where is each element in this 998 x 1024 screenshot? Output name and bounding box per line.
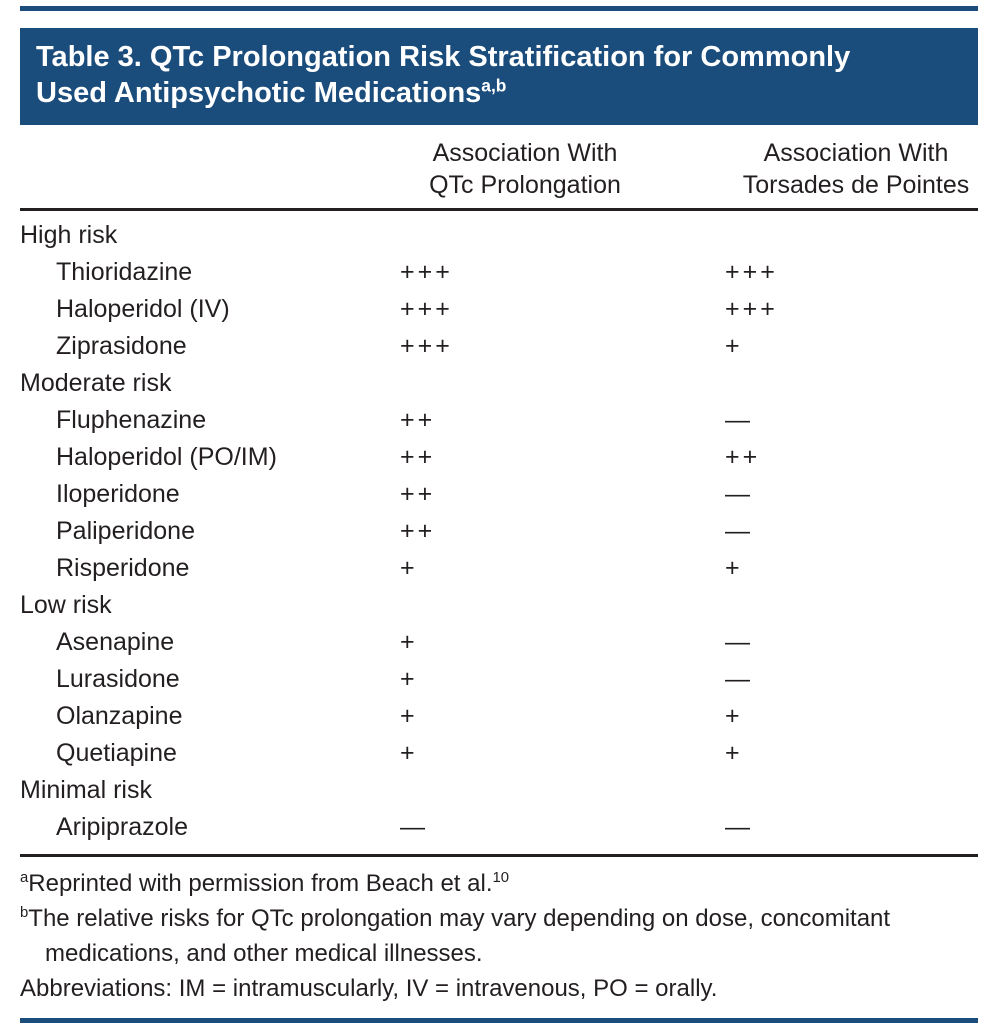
drug-name: Olanzapine <box>56 701 183 730</box>
tdp-rating: + <box>725 331 743 360</box>
footnote-a: aReprinted with permission from Beach et… <box>20 866 978 901</box>
tdp-rating: — <box>725 664 753 693</box>
qtc-rating: ++ <box>400 479 436 508</box>
table-body: High risk Thioridazine +++ +++ Haloperid… <box>20 211 978 854</box>
drug-row: Haloperidol (PO/IM) ++ ++ <box>20 439 978 476</box>
tdp-rating: + <box>725 738 743 767</box>
drug-row: Olanzapine + + <box>20 698 978 735</box>
top-accent-rule <box>20 6 978 11</box>
risk-group-row-high: High risk <box>20 217 978 254</box>
table-title-bar: Table 3. QTc Prolongation Risk Stratific… <box>20 28 978 125</box>
risk-group-row-moderate: Moderate risk <box>20 365 978 402</box>
drug-row: Thioridazine +++ +++ <box>20 254 978 291</box>
risk-group-label: Low risk <box>20 590 112 619</box>
drug-row: Lurasidone + — <box>20 661 978 698</box>
risk-group-row-minimal: Minimal risk <box>20 772 978 809</box>
drug-row: Paliperidone ++ — <box>20 513 978 550</box>
bottom-accent-rule <box>20 1017 978 1023</box>
tdp-rating: — <box>725 812 753 841</box>
qtc-rating: — <box>400 812 428 841</box>
footnote-b-text: The relative risks for QTc prolongation … <box>28 904 891 967</box>
footnote-a-reference: 10 <box>492 869 510 886</box>
drug-row: Aripiprazole — — <box>20 809 978 846</box>
tdp-rating: — <box>725 405 753 434</box>
drug-name: Iloperidone <box>56 479 180 508</box>
column-header-torsades-line2: Torsades de Pointes <box>742 171 970 199</box>
column-header-qtc-prolongation: Association With QTc Prolongation <box>380 137 670 202</box>
tdp-rating: +++ <box>725 257 778 286</box>
drug-row: Ziprasidone +++ + <box>20 328 978 365</box>
tdp-rating: + <box>725 701 743 730</box>
column-header-row: Association With QTc Prolongation Associ… <box>20 125 978 208</box>
column-header-torsades-line1: Association With <box>763 138 949 167</box>
footnote-abbreviations: Abbreviations: IM = intramuscularly, IV … <box>20 974 718 1002</box>
footnote-a-marker: a <box>20 869 29 886</box>
drug-name: Asenapine <box>56 627 175 656</box>
drug-name: Haloperidol (IV) <box>56 294 230 323</box>
drug-name: Risperidone <box>56 553 190 582</box>
drug-name: Ziprasidone <box>56 331 187 360</box>
drug-name: Lurasidone <box>56 664 180 693</box>
footnote-b-marker: b <box>20 904 29 921</box>
qtc-rating: +++ <box>400 331 453 360</box>
tdp-rating: — <box>725 516 753 545</box>
qtc-rating: + <box>400 627 418 656</box>
risk-group-label: High risk <box>20 220 118 249</box>
drug-row: Asenapine + — <box>20 624 978 661</box>
footnote-divider-rule <box>20 853 978 857</box>
tdp-rating: +++ <box>725 294 778 323</box>
footnote-b: bThe relative risks for QTc prolongation… <box>20 901 900 971</box>
table-title-line2: Used Antipsychotic Medications <box>36 77 482 110</box>
column-header-qtc-line1: Association With <box>432 138 618 167</box>
risk-group-label: Moderate risk <box>20 368 172 397</box>
drug-name: Paliperidone <box>56 516 195 545</box>
drug-name: Thioridazine <box>56 257 193 286</box>
drug-name: Quetiapine <box>56 738 177 767</box>
qtc-rating: + <box>400 664 418 693</box>
table-title-superscript: a,b <box>481 75 507 96</box>
table-title-line1: Table 3. QTc Prolongation Risk Stratific… <box>36 41 851 73</box>
risk-group-label: Minimal risk <box>20 775 152 804</box>
qtc-rating: + <box>400 738 418 767</box>
footnote-a-text: Reprinted with permission from Beach et … <box>28 869 493 897</box>
drug-row: Risperidone + + <box>20 550 978 587</box>
qtc-rating: + <box>400 553 418 582</box>
risk-group-row-low: Low risk <box>20 587 978 624</box>
column-header-torsades: Association With Torsades de Pointes <box>670 137 978 202</box>
qtc-rating: +++ <box>400 257 453 286</box>
qtc-rating: +++ <box>400 294 453 323</box>
drug-row: Iloperidone ++ — <box>20 476 978 513</box>
tdp-rating: ++ <box>725 442 761 471</box>
drug-row: Haloperidol (IV) +++ +++ <box>20 291 978 328</box>
drug-name: Fluphenazine <box>56 405 207 434</box>
drug-name: Haloperidol (PO/IM) <box>56 442 277 471</box>
tdp-rating: — <box>725 479 753 508</box>
column-header-empty <box>20 137 380 202</box>
footnotes: aReprinted with permission from Beach et… <box>20 857 978 1016</box>
drug-row: Quetiapine + + <box>20 735 978 772</box>
column-header-qtc-line2: QTc Prolongation <box>429 171 621 199</box>
qtc-rating: ++ <box>400 405 436 434</box>
tdp-rating: — <box>725 627 753 656</box>
drug-name: Aripiprazole <box>56 812 189 841</box>
tdp-rating: + <box>725 553 743 582</box>
qtc-rating: + <box>400 701 418 730</box>
drug-row: Fluphenazine ++ — <box>20 402 978 439</box>
qtc-rating: ++ <box>400 442 436 471</box>
qtc-rating: ++ <box>400 516 436 545</box>
header-divider-rule <box>20 207 978 211</box>
